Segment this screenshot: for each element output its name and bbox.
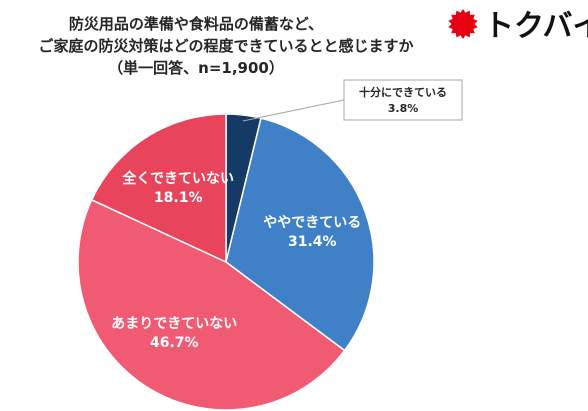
pie-slice-mattaku <box>90 113 227 264</box>
callout-box <box>343 79 463 121</box>
pie-labels: ややできている 31.4% あまりできていない 46.7% 全くできていない 18.1% <box>111 170 361 351</box>
chart-title-line-3: （単一回答、n=1,900） <box>108 59 284 77</box>
callout-leader-line <box>242 99 345 122</box>
slice-label-mattaku: 全くできていない <box>121 170 234 187</box>
pie-slice-yaya <box>225 117 375 352</box>
brand-name: トクバイ <box>484 9 588 44</box>
slice-label-yaya: ややできている <box>263 215 361 231</box>
slice-value-juubun: 3.8% <box>388 102 419 115</box>
chart-title: 防災用品の準備や食料品の備蓄など、 ご家庭の防災対策はどの程度できているとと感じ… <box>38 15 413 77</box>
slice-label-amari: あまりできていない <box>111 316 237 332</box>
pie-slice-amari <box>77 198 346 411</box>
brand-sunburst-shape <box>448 9 478 39</box>
slice-label-juubun: 十分にできている <box>359 85 447 99</box>
chart-title-line-2: ご家庭の防災対策はどの程度できているとと感じますか <box>38 37 413 55</box>
slice-value-yaya: 31.4% <box>288 234 337 250</box>
chart-title-line-1: 防災用品の準備や食料品の備蓄など、 <box>69 15 323 33</box>
slice-value-mattaku: 18.1% <box>154 190 203 206</box>
pie-slices <box>77 113 375 411</box>
red-sunburst-icon <box>448 9 478 39</box>
slice-value-amari: 46.7% <box>150 335 199 351</box>
callout: 十分にできている 3.8% <box>242 79 463 122</box>
brand-logo: トクバイ <box>448 9 588 44</box>
